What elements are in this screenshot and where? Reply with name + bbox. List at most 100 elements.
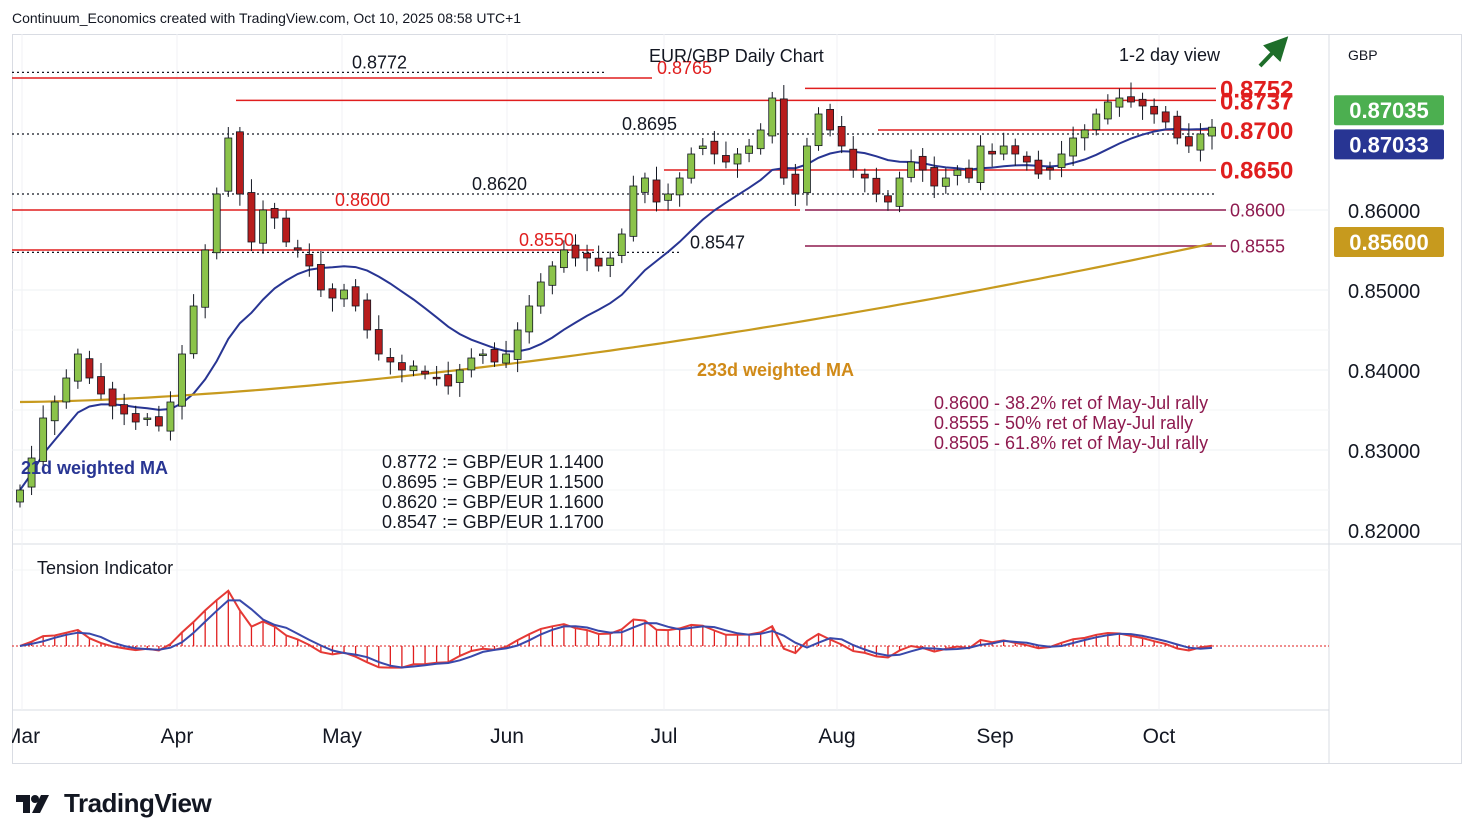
candle-body (1103, 101, 1112, 120)
historic-level-label: 0.8765 (657, 58, 712, 78)
historic-level-label: 0.8772 (352, 52, 407, 72)
x-tick-label: Mar (12, 725, 40, 748)
candle-body (1184, 136, 1193, 147)
candle-body (1150, 105, 1159, 115)
candle-body (259, 209, 267, 244)
candle-body (606, 257, 615, 266)
support-label: 0.8650 (1220, 157, 1293, 184)
conversion-note-2: 0.8695 := GBP/EUR 1.1500 (382, 472, 604, 492)
candle-body (444, 374, 453, 387)
candle-body (884, 195, 892, 203)
candle-body (1034, 159, 1043, 175)
candle-body (97, 376, 105, 395)
candle-body (872, 177, 881, 195)
currency-label: GBP (1348, 47, 1378, 63)
resistance-label: 0.8737 (1220, 88, 1293, 115)
fib-note-2: 0.8555 - 50% ret of May-Jul rally (934, 413, 1193, 433)
candle-body (803, 145, 811, 194)
candle-body (860, 173, 869, 179)
candle-body (1161, 111, 1170, 123)
candle-body (1092, 113, 1101, 131)
view-label: 1-2 day view (1119, 45, 1221, 65)
candle-body (814, 113, 823, 147)
candle-body (733, 153, 742, 165)
candle-body (629, 185, 638, 237)
candle-body (224, 137, 233, 192)
candle-body (27, 457, 36, 488)
candle-body (351, 286, 360, 307)
candle-body (976, 145, 985, 184)
candle-body (698, 145, 707, 149)
price-badge-label: 0.85600 (1349, 230, 1429, 255)
candle-body (143, 417, 152, 420)
fib-note-3: 0.8505 - 61.8% ret of May-Jul rally (934, 433, 1208, 453)
candle-body (687, 153, 696, 179)
candle-body (502, 353, 510, 364)
price-badge (1334, 129, 1444, 160)
price-badge (1334, 95, 1444, 126)
price-badge-label: 0.87035 (1349, 98, 1429, 123)
candle-body (571, 244, 580, 259)
candle-body (293, 247, 302, 251)
candle-body (282, 217, 291, 243)
candle-body (525, 305, 534, 333)
candle-body (768, 97, 777, 137)
candle-body (791, 173, 800, 195)
candle-body (918, 155, 927, 171)
candle-body (189, 305, 198, 355)
tradingview-logo-icon (16, 794, 49, 813)
candle-body (953, 169, 962, 176)
candle-body (617, 233, 626, 256)
candle-body (409, 365, 418, 372)
historic-level-label: 0.8550 (519, 230, 574, 250)
candle-body (270, 208, 279, 219)
candle-body (16, 489, 24, 503)
historic-level-label: 0.8600 (335, 190, 390, 210)
support-label: 0.8600 (1230, 200, 1285, 220)
chart-title: EUR/GBP Daily Chart (649, 46, 824, 66)
tradingview-logo[interactable]: TradingView (14, 788, 212, 819)
ma233-line (19, 242, 1213, 404)
candle-body (316, 264, 325, 291)
candle-body (235, 131, 244, 195)
candle-body (907, 161, 916, 178)
historic-level-label: 0.8620 (472, 174, 527, 194)
candle-body (1138, 98, 1147, 107)
candle-body (120, 404, 129, 415)
ma233-label: 233d weighted MA (697, 360, 854, 380)
candle-body (560, 249, 568, 269)
candle-body (1069, 137, 1078, 157)
candle-body (363, 299, 372, 331)
chart-svg[interactable]: 0.8772 0.8765 0.8695 0.8620 0.8600 0.8550 0.85… (4, 34, 1462, 764)
candle-body (62, 377, 71, 403)
price-badge (1334, 227, 1444, 257)
candle-body (941, 177, 950, 187)
candle-body (837, 126, 846, 147)
resistance-label: 0.8700 (1220, 118, 1293, 145)
x-tick-label: May (322, 725, 362, 748)
x-tick-label: Aug (818, 725, 855, 748)
candle-body (988, 150, 997, 155)
candle-body (930, 167, 939, 187)
candle-body (1022, 155, 1031, 163)
candle-body (432, 376, 441, 380)
candle-body (1080, 129, 1089, 139)
candle-body (131, 413, 140, 423)
y-tick-label: 0.85000 (1348, 281, 1420, 303)
candle-body (895, 177, 904, 207)
candle-body (340, 289, 348, 300)
candle-body (965, 167, 973, 179)
y-tick-label: 0.82000 (1348, 521, 1420, 543)
candle-body (479, 353, 487, 356)
candle-body (386, 357, 395, 363)
x-tick-label: Apr (161, 725, 194, 748)
candle-body (398, 362, 406, 371)
candle-body (641, 177, 649, 193)
historic-level-label: 0.8695 (622, 114, 677, 134)
chart-border (12, 34, 1462, 764)
chart-frame[interactable]: 0.8772 0.8765 0.8695 0.8620 0.8600 0.8550 0.85… (4, 34, 1462, 764)
candle-body (305, 253, 314, 267)
conversion-note-1: 0.8772 := GBP/EUR 1.1400 (382, 452, 604, 472)
conversion-note-4: 0.8547 := GBP/EUR 1.1700 (382, 512, 604, 532)
candle-body (166, 401, 175, 432)
